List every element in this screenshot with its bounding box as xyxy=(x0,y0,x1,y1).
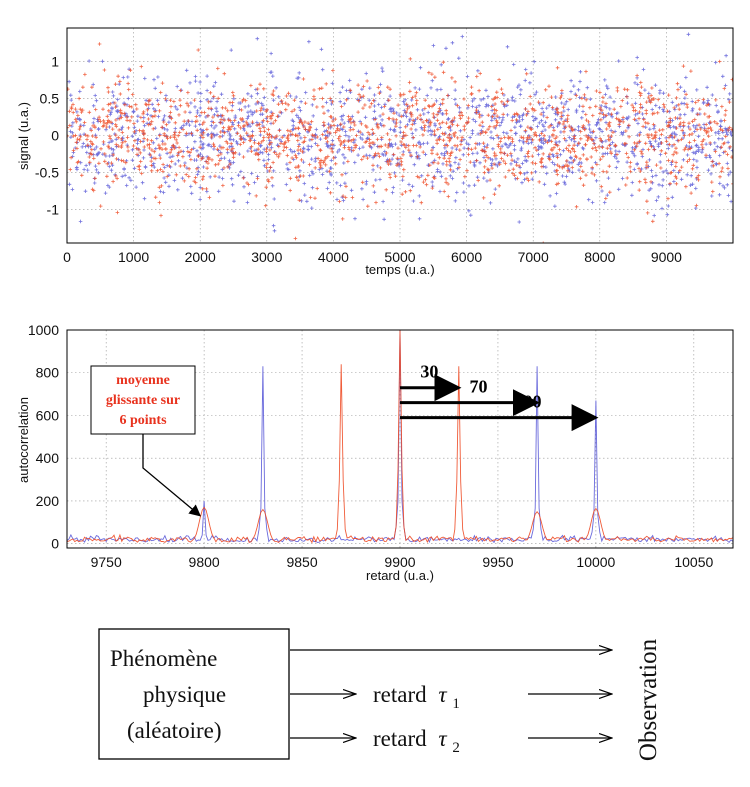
series-red-points xyxy=(67,42,733,243)
y-tick-label: 0 xyxy=(51,536,59,552)
y-tick-label: 200 xyxy=(36,493,60,509)
signal-grid xyxy=(67,28,733,243)
x-tick-label: 9750 xyxy=(91,554,122,570)
moving-average-annotation: moyenne glissante sur 6 points xyxy=(90,365,201,517)
phenomenon-line-2: physique xyxy=(143,682,226,707)
y-tick-label: 400 xyxy=(36,450,60,466)
y-tick-label: 1 xyxy=(51,53,59,69)
y-tick-label: -1 xyxy=(47,202,60,218)
annotation-box xyxy=(90,365,196,435)
signal-plot-frame xyxy=(66,27,734,244)
delay-1-word: retard xyxy=(373,682,427,707)
x-tick-label: 10050 xyxy=(674,554,713,570)
x-tick-label: 4000 xyxy=(318,249,349,265)
annotation-arrow xyxy=(142,434,201,517)
series-blue-line xyxy=(67,330,733,544)
x-tick-label: 9900 xyxy=(384,554,415,570)
signal-x-axis-label: temps (u.a.) xyxy=(365,262,434,277)
x-tick-label: 6000 xyxy=(451,249,482,265)
observation-label: Observation xyxy=(635,638,662,761)
signal-ticks: 0 1000 2000 3000 4000 5000 6000 7000 8000 9000 1 0.… xyxy=(35,53,682,265)
autocorrelation-ticks: 9750 9800 9850 9900 9950 10000 10050 0 200 400 600… xyxy=(28,322,714,570)
annotation-line-1: moyenne xyxy=(116,373,170,388)
delay-1-tau: τ xyxy=(438,682,447,707)
x-tick-label: 2000 xyxy=(185,249,216,265)
phenomenon-box xyxy=(98,628,290,760)
autocorrelation-lines xyxy=(67,330,733,544)
annotation-line-3: 6 points xyxy=(119,413,167,428)
y-tick-label: 600 xyxy=(36,407,60,423)
y-tick-label: 0.5 xyxy=(40,90,60,106)
signal-points xyxy=(67,32,733,243)
x-tick-label: 10000 xyxy=(576,554,615,570)
phenomenon-line-1: Phénomène xyxy=(110,646,217,671)
x-tick-label: 0 xyxy=(63,249,71,265)
x-tick-label: 3000 xyxy=(251,249,282,265)
signal-y-axis-label: signal (u.a.) xyxy=(16,102,31,170)
y-tick-label: 800 xyxy=(36,365,60,381)
y-tick-label: 1000 xyxy=(28,322,59,338)
lag-label-70: 70 xyxy=(470,377,488,397)
x-tick-label: 9950 xyxy=(482,554,513,570)
delay-1-label: retard τ 1 xyxy=(373,682,460,712)
delay-2-subscript: 2 xyxy=(452,740,460,756)
delay-2-tau: τ xyxy=(438,726,447,751)
x-tick-label: 9850 xyxy=(286,554,317,570)
autocorrelation-x-axis-label: retard (u.a.) xyxy=(366,568,434,583)
autocorrelation-y-axis-label: autocorrelation xyxy=(16,397,31,483)
x-tick-label: 9800 xyxy=(189,554,220,570)
x-tick-label: 9000 xyxy=(651,249,682,265)
autocorrelation-chart: 9750 9800 9850 9900 9950 10000 10050 0 200 400 600… xyxy=(16,322,734,583)
y-tick-label: -0.5 xyxy=(35,165,59,181)
delay-2-label: retard τ 2 xyxy=(373,726,460,756)
lag-label-100: 100 xyxy=(514,392,541,412)
series-red-line xyxy=(67,330,733,544)
process-diagram: Phénomène physique (aléatoire) retard τ … xyxy=(98,628,662,761)
delay-1-subscript: 1 xyxy=(452,696,460,712)
lag-label-30: 30 xyxy=(420,362,438,382)
delay-2-word: retard xyxy=(373,726,427,751)
x-tick-label: 5000 xyxy=(384,249,415,265)
lag-arrows: 30 70 100 xyxy=(400,362,599,432)
autocorrelation-plot-frame xyxy=(66,329,734,549)
annotation-line-2: glissante sur xyxy=(106,393,180,408)
x-tick-label: 7000 xyxy=(518,249,549,265)
x-tick-label: 8000 xyxy=(584,249,615,265)
phenomenon-line-3: (aléatoire) xyxy=(127,718,221,743)
y-tick-label: 0 xyxy=(51,128,59,144)
series-blue-points xyxy=(67,32,733,233)
x-tick-label: 1000 xyxy=(118,249,149,265)
signal-chart: 0 1000 2000 3000 4000 5000 6000 7000 8000 9000 1 0.… xyxy=(16,27,734,277)
